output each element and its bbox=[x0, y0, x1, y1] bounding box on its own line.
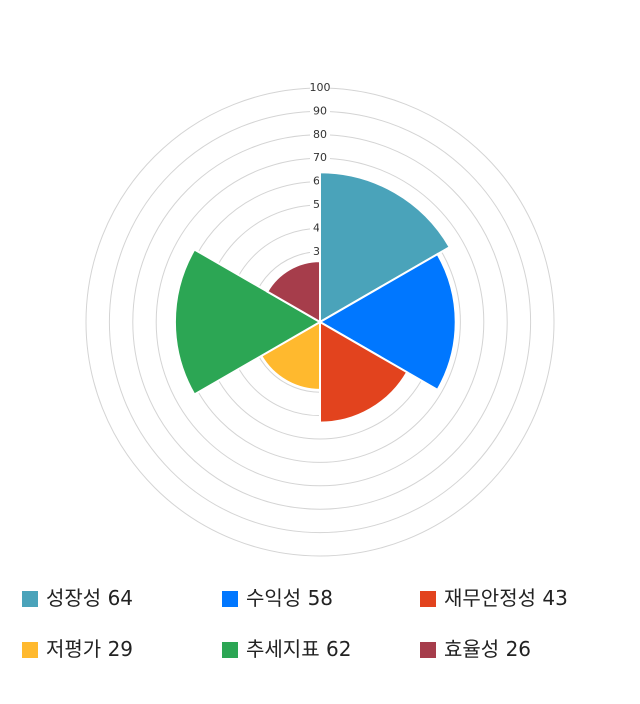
legend-label: 성장성 64 bbox=[46, 586, 133, 610]
tick-label-bg bbox=[310, 105, 330, 118]
legend-name: 재무안정성 bbox=[444, 586, 536, 610]
legend-swatch bbox=[222, 591, 238, 607]
legend-label: 효율성 26 bbox=[444, 637, 531, 661]
legend-value: 26 bbox=[506, 637, 531, 661]
sector bbox=[259, 320, 321, 391]
legend-value: 62 bbox=[326, 637, 351, 661]
sector bbox=[319, 320, 409, 424]
legend-name: 추세지표 bbox=[246, 637, 320, 661]
tick-label-bg bbox=[310, 82, 330, 94]
legend-value: 64 bbox=[108, 586, 133, 610]
sector bbox=[265, 260, 321, 324]
legend-value: 43 bbox=[542, 586, 567, 610]
sector bbox=[317, 252, 457, 392]
legend-value: 58 bbox=[308, 586, 333, 610]
legend-name: 수익성 bbox=[246, 586, 301, 610]
tick-label-bg bbox=[310, 152, 330, 165]
tick-label: 100 bbox=[310, 81, 331, 94]
legend-name: 효율성 bbox=[444, 637, 499, 661]
sector bbox=[319, 171, 452, 324]
tick-label: 80 bbox=[313, 128, 327, 141]
legend-label: 추세지표 62 bbox=[246, 637, 351, 661]
legend-name: 저평가 bbox=[46, 637, 101, 661]
legend-value: 29 bbox=[108, 637, 133, 661]
tick-label: 90 bbox=[313, 104, 327, 117]
legend-swatch bbox=[420, 591, 436, 607]
legend-label: 저평가 29 bbox=[46, 637, 133, 661]
legend-name: 성장성 bbox=[46, 586, 101, 610]
legend-swatch bbox=[420, 642, 436, 658]
tick-label-bg bbox=[310, 128, 330, 141]
tick-label: 70 bbox=[313, 151, 327, 164]
legend-swatch bbox=[22, 642, 38, 658]
legend-swatch bbox=[222, 642, 238, 658]
legend-swatch bbox=[22, 591, 38, 607]
legend-label: 수익성 58 bbox=[246, 586, 333, 610]
sector bbox=[173, 248, 323, 396]
legend-label: 재무안정성 43 bbox=[444, 586, 568, 610]
